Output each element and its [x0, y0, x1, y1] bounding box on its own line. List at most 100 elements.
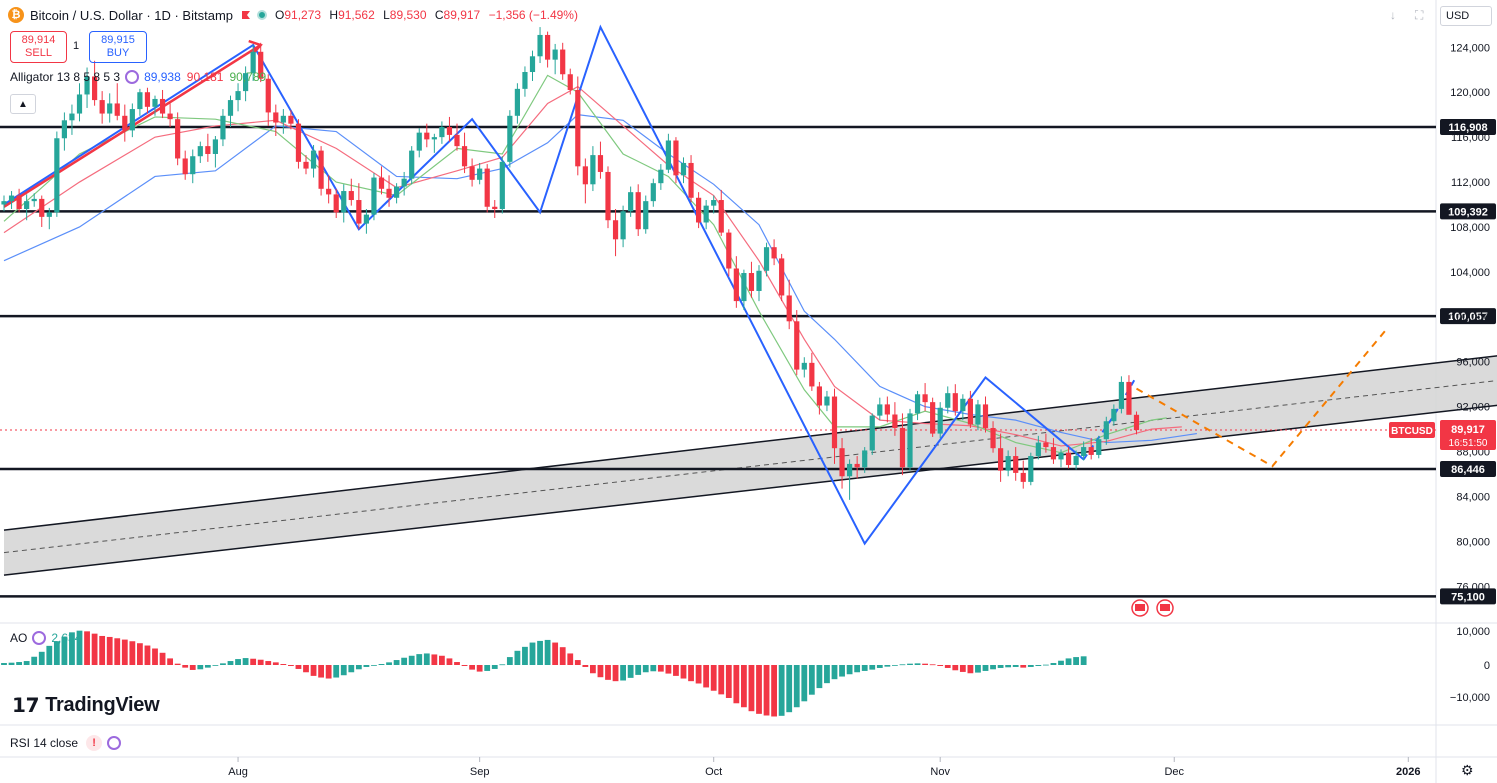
- ao-bar: [257, 659, 264, 665]
- currency-select[interactable]: USD: [1440, 6, 1492, 26]
- ao-bar: [718, 665, 725, 695]
- candle-body: [688, 162, 694, 198]
- candle-body: [39, 198, 45, 217]
- candle-body: [658, 169, 664, 184]
- candle-body: [431, 137, 437, 140]
- buy-button[interactable]: 89,915 BUY: [89, 31, 147, 63]
- download-icon[interactable]: ↓: [1390, 8, 1396, 22]
- ao-bar: [590, 665, 596, 674]
- candle: [1065, 447, 1072, 469]
- rsi-legend[interactable]: RSI 14 close !: [10, 735, 126, 751]
- ao-tick-label: −10,000: [1450, 692, 1490, 704]
- candle: [212, 136, 218, 168]
- candle: [824, 390, 830, 412]
- candle-body: [280, 115, 286, 123]
- candle: [205, 133, 211, 162]
- candle: [831, 388, 838, 464]
- tradingview-logo[interactable]: 𝟭𝟳 TradingView: [12, 694, 160, 717]
- candle: [484, 164, 490, 213]
- ao-bar: [423, 653, 430, 665]
- refresh-icon[interactable]: [32, 631, 47, 645]
- ao-bar: [952, 665, 959, 671]
- candle: [907, 408, 913, 471]
- candle: [469, 158, 475, 187]
- candle: [24, 194, 30, 221]
- candle-body: [1126, 381, 1132, 415]
- sell-button[interactable]: 89,914 SELL: [10, 31, 67, 63]
- fullscreen-icon[interactable]: ⛶: [1415, 8, 1424, 22]
- ao-bar: [786, 665, 793, 713]
- ao-bar: [778, 665, 785, 716]
- ao-bar: [597, 665, 604, 678]
- candle-body: [650, 183, 656, 202]
- candle: [114, 83, 120, 121]
- candle: [477, 162, 483, 185]
- candle-body: [1073, 456, 1079, 466]
- candle: [416, 128, 422, 158]
- candle: [265, 74, 271, 126]
- candle-body: [1088, 447, 1094, 455]
- ao-bar: [204, 665, 211, 668]
- ao-histogram: [1, 630, 1087, 717]
- candle: [348, 178, 354, 206]
- ao-bar: [272, 662, 279, 665]
- gear-icon[interactable]: ⚙: [1461, 762, 1474, 778]
- candle-body: [31, 198, 37, 202]
- candle-body: [197, 146, 203, 157]
- ao-bar: [673, 665, 679, 676]
- price-tick-label: 100,000: [1450, 312, 1490, 324]
- ao-bar: [529, 642, 536, 665]
- ao-bar: [756, 665, 762, 714]
- ao-legend[interactable]: AO 2,634: [10, 631, 82, 645]
- symbol-title[interactable]: Bitcoin / U.S. Dollar · 1D · Bitstamp: [30, 7, 233, 23]
- candle-body: [930, 402, 936, 434]
- candle-body: [152, 98, 158, 107]
- candle-body: [862, 450, 868, 468]
- ao-bar: [642, 665, 649, 673]
- candle: [650, 178, 656, 207]
- refresh-icon[interactable]: [107, 736, 122, 750]
- alligator-legend[interactable]: Alligator 13 8 5 8 5 3 89,938 90,181 90,…: [10, 70, 267, 84]
- ao-bar: [76, 630, 83, 665]
- candle: [741, 269, 747, 311]
- ao-bar: [869, 665, 876, 670]
- ao-bar: [446, 658, 453, 665]
- ao-bar: [242, 658, 249, 665]
- flag-icon[interactable]: [241, 10, 251, 20]
- candle: [288, 110, 294, 130]
- refresh-icon[interactable]: [125, 70, 140, 84]
- candle-body: [620, 211, 626, 240]
- ao-bar: [8, 662, 15, 665]
- collapse-legend-button[interactable]: ▲: [10, 94, 36, 114]
- candle-body: [363, 214, 369, 224]
- candle: [431, 133, 437, 153]
- ao-bar: [91, 633, 98, 665]
- candle-body: [326, 188, 332, 195]
- ao-bar: [340, 665, 347, 676]
- candle-body: [545, 34, 551, 60]
- ao-bar: [152, 648, 158, 665]
- ao-bar: [310, 665, 317, 676]
- candle-body: [46, 212, 52, 217]
- symbol-header: ₿ Bitcoin / U.S. Dollar · 1D · Bitstamp …: [8, 4, 583, 26]
- time-label: Sep: [470, 766, 490, 778]
- candle: [507, 110, 513, 168]
- candle-body: [144, 92, 151, 107]
- candle: [175, 112, 181, 166]
- candle: [1126, 375, 1132, 415]
- candle: [786, 279, 792, 330]
- ao-bar: [657, 665, 664, 672]
- candle: [703, 200, 709, 230]
- candle-body: [1005, 456, 1011, 471]
- candle-body: [794, 321, 800, 370]
- candle: [152, 95, 158, 116]
- candle-body: [1081, 447, 1087, 457]
- candle-body: [1096, 439, 1102, 455]
- candle: [643, 195, 649, 234]
- candle: [537, 27, 543, 64]
- candle-body: [205, 146, 211, 154]
- ao-bar: [84, 631, 90, 665]
- warning-icon[interactable]: !: [86, 735, 103, 751]
- tradingview-logo-icon: 𝟭𝟳: [12, 695, 40, 717]
